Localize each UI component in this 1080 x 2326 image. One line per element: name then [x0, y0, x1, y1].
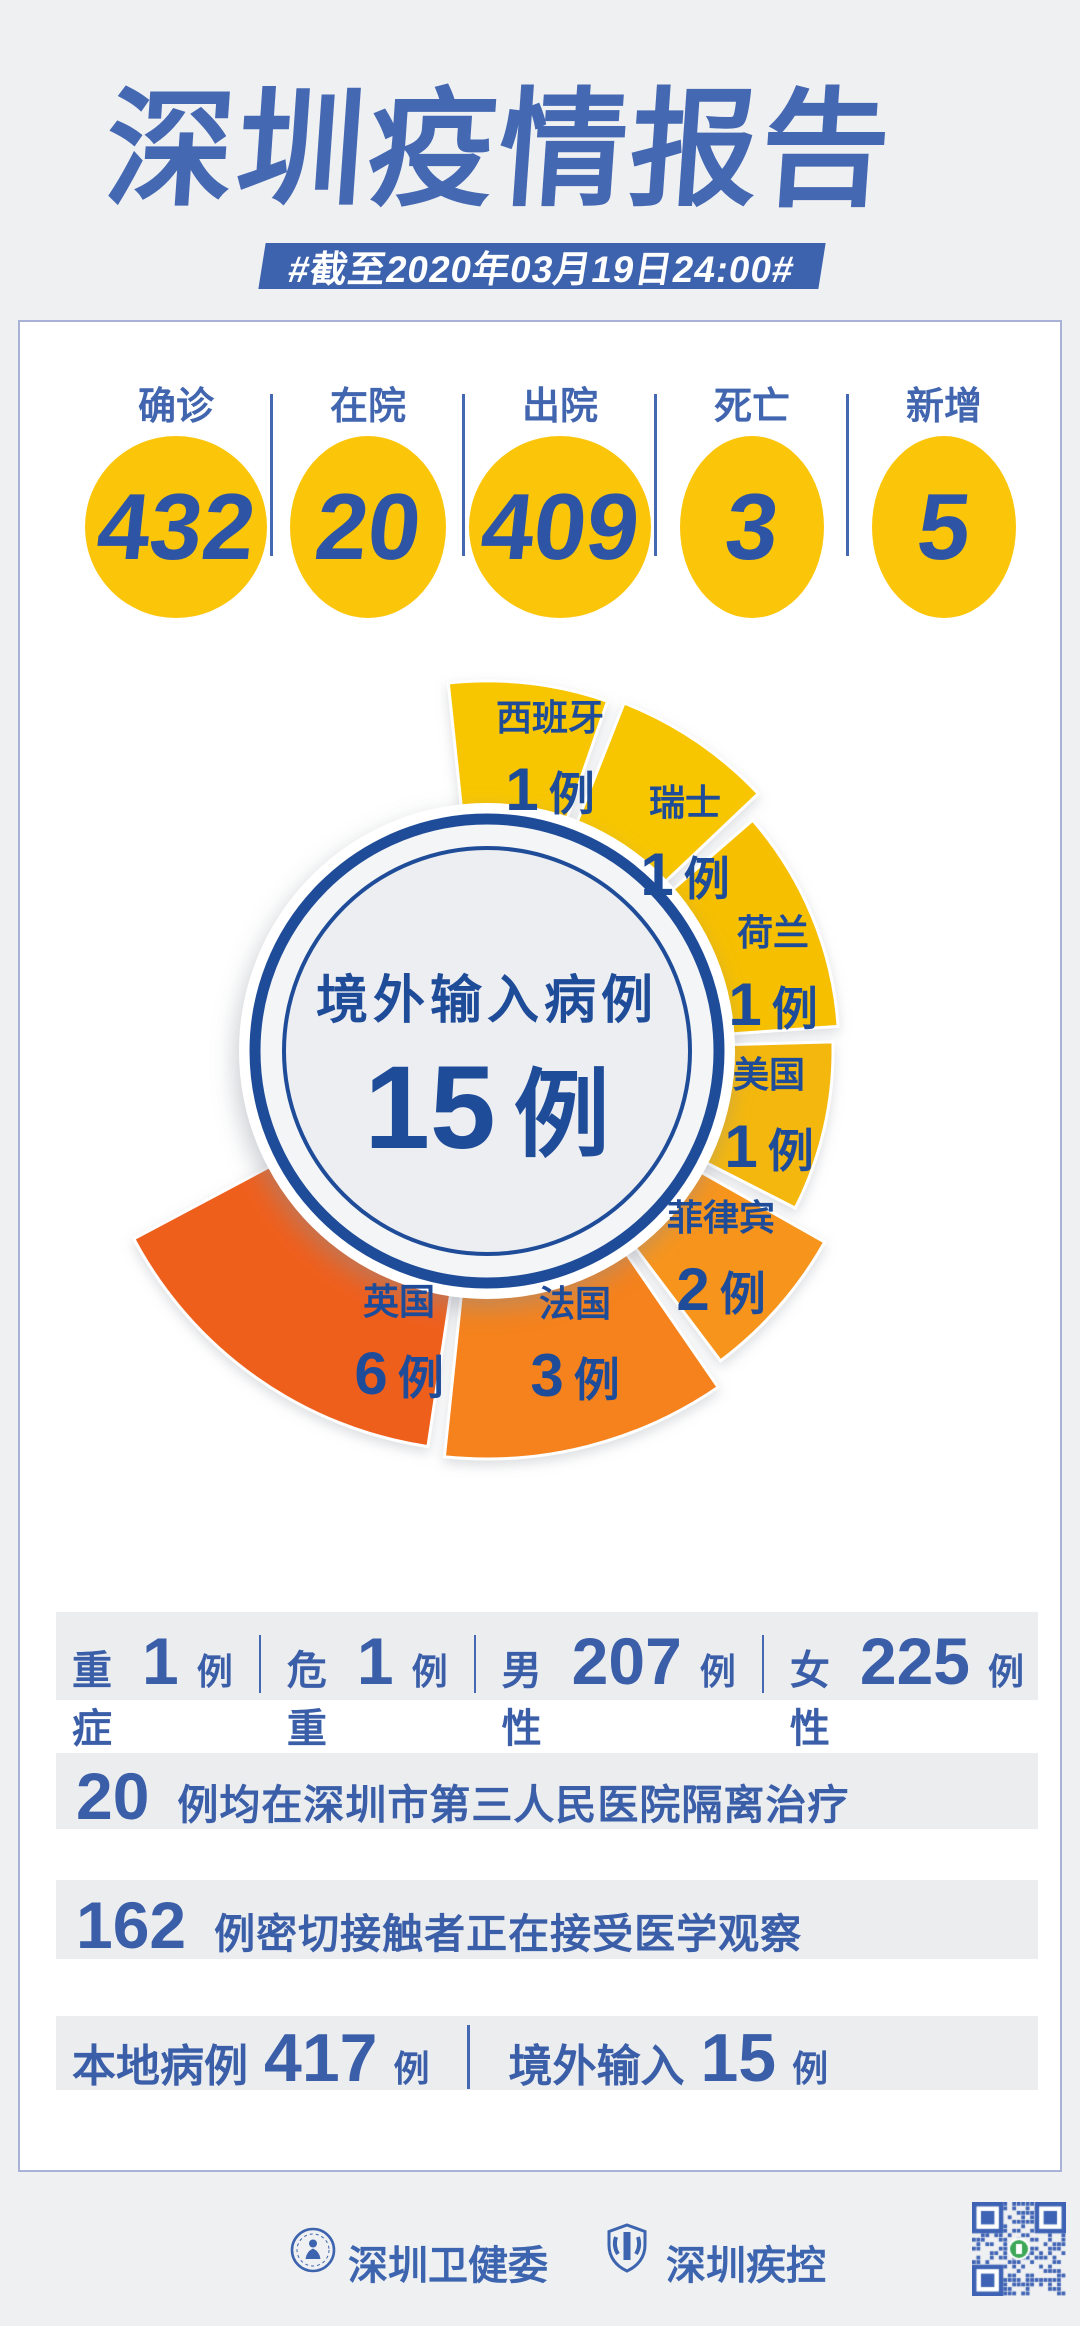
male-label: 男性 — [501, 1649, 542, 1751]
stat-value: 409 — [476, 474, 644, 579]
stat-value: 432 — [92, 474, 260, 579]
observation-count: 162 — [76, 1888, 187, 1962]
critical-value: 1 — [356, 1624, 394, 1698]
divider — [467, 2025, 471, 2089]
hospital-text: 例均在深圳市第三人民医院隔离治疗 — [177, 1782, 850, 1828]
stat-deaths: 死亡 3 — [656, 382, 849, 618]
stat-label: 死亡 — [713, 386, 790, 428]
chart-segment-name: 荷兰 — [737, 912, 809, 953]
imported-cases-unit: 例 — [792, 2048, 829, 2089]
female-label: 女性 — [789, 1649, 830, 1751]
stat-label: 出院 — [521, 386, 598, 428]
chart-segment-name: 西班牙 — [496, 697, 604, 738]
severe-label: 重症 — [72, 1649, 112, 1751]
chart-segment-name: 美国 — [733, 1054, 805, 1095]
stat-new-cases: 新增 5 — [848, 382, 1040, 618]
severe-unit: 例 — [196, 1651, 233, 1692]
stat-in-hospital: 在院 20 — [272, 382, 465, 618]
critical-unit: 例 — [411, 1651, 448, 1692]
male-value: 207 — [571, 1624, 682, 1698]
case-origin-band: 本地病例 417 例 境外输入 15 例 — [56, 2016, 1038, 2096]
cdc-name: 深圳疾控 — [666, 2244, 826, 2288]
hospital-treatment-band: 20 例均在深圳市第三人民医院隔离治疗 — [56, 1753, 1038, 1829]
stat-value-bubble: 409 — [469, 436, 651, 618]
severe-value: 1 — [142, 1624, 179, 1698]
stat-discharged: 出院 409 — [464, 382, 657, 618]
stat-value-bubble: 432 — [85, 436, 267, 618]
chart-segment-name: 瑞士 — [649, 782, 721, 823]
local-cases-label: 本地病例 — [72, 2042, 248, 2091]
stat-value-bubble: 5 — [872, 436, 1016, 618]
female-unit: 例 — [988, 1651, 1025, 1692]
hospital-count: 20 — [76, 1759, 150, 1833]
stat-label: 确诊 — [137, 386, 214, 428]
health-commission-logo — [290, 2227, 336, 2273]
severity-gender-band: 重症 1 例 危重 1 例 男性 207 例 女性 225 例 — [56, 1612, 1038, 1751]
report-date-text: #截至2020年03月19日24:00# — [285, 249, 798, 290]
stat-value-bubble: 3 — [680, 436, 824, 618]
medical-observation-band: 162 例密切接触者正在接受医学观察 — [56, 1880, 1038, 1959]
chart-segment-name: 法国 — [539, 1283, 611, 1324]
stats-row: 确诊 432 在院 20 出院 409 死亡 3 新增 5 — [80, 382, 1040, 618]
page-title: 深圳疫情报告 — [101, 79, 898, 222]
qr-code — [972, 2202, 1066, 2296]
female-value: 225 — [859, 1624, 971, 1698]
chart-center-inner-ring — [282, 846, 692, 1256]
stat-value-bubble: 20 — [290, 436, 446, 618]
divider — [258, 1635, 261, 1693]
stat-label: 在院 — [329, 386, 406, 428]
imported-cases-chart: 境外输入病例 15 例 西班牙1 例瑞士1 例荷兰1 例美国1 例菲律宾2 例法国3 例英国6… — [131, 679, 840, 1461]
divider — [473, 1635, 476, 1693]
chart-center: 境外输入病例 15 例 — [239, 803, 735, 1299]
chart-segment-name: 菲律宾 — [667, 1197, 775, 1238]
stat-value: 5 — [912, 474, 976, 579]
chart-center-total: 15 例 — [364, 1042, 609, 1174]
local-cases-unit: 例 — [393, 2048, 430, 2089]
observation-text: 例密切接触者正在接受医学观察 — [214, 1911, 803, 1957]
chart-center-title: 境外输入病例 — [316, 972, 658, 1030]
imported-cases-value: 15 — [700, 2020, 777, 2096]
stat-confirmed: 确诊 432 — [80, 382, 273, 618]
local-cases-value: 417 — [264, 2020, 378, 2096]
male-unit: 例 — [699, 1651, 736, 1692]
chart-labels: 西班牙1 例瑞士1 例荷兰1 例美国1 例菲律宾2 例法国3 例英国6 例 — [354, 697, 817, 1409]
chart-segment-name: 英国 — [363, 1281, 435, 1322]
health-commission-name: 深圳卫健委 — [348, 2244, 548, 2288]
stat-value: 3 — [720, 474, 784, 579]
imported-cases-label: 境外输入 — [508, 2042, 685, 2091]
cdc-logo — [607, 2223, 647, 2273]
divider — [761, 1635, 764, 1693]
report-date-banner: #截至2020年03月19日24:00# — [258, 243, 826, 290]
critical-label: 危重 — [286, 1649, 327, 1751]
stat-label: 新增 — [905, 386, 982, 428]
stat-value: 20 — [310, 474, 426, 579]
